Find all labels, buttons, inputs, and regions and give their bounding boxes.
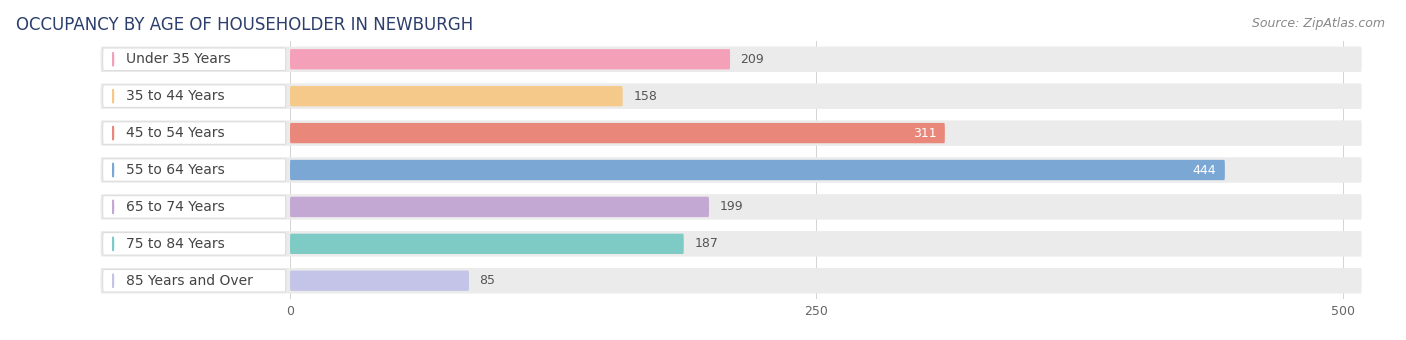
FancyBboxPatch shape: [103, 122, 285, 144]
FancyBboxPatch shape: [290, 271, 470, 291]
FancyBboxPatch shape: [290, 197, 709, 217]
Text: 444: 444: [1192, 164, 1216, 176]
FancyBboxPatch shape: [290, 160, 1225, 180]
Text: 158: 158: [633, 90, 657, 103]
Text: Source: ZipAtlas.com: Source: ZipAtlas.com: [1251, 17, 1385, 30]
FancyBboxPatch shape: [103, 159, 285, 181]
Text: Under 35 Years: Under 35 Years: [125, 52, 231, 66]
Text: 209: 209: [741, 53, 765, 66]
FancyBboxPatch shape: [103, 233, 285, 255]
FancyBboxPatch shape: [100, 268, 1362, 293]
Text: 199: 199: [720, 200, 744, 214]
FancyBboxPatch shape: [103, 85, 285, 107]
FancyBboxPatch shape: [290, 234, 683, 254]
Text: 55 to 64 Years: 55 to 64 Years: [125, 163, 225, 177]
FancyBboxPatch shape: [100, 83, 1362, 109]
FancyBboxPatch shape: [103, 270, 285, 292]
FancyBboxPatch shape: [100, 231, 1362, 257]
FancyBboxPatch shape: [100, 194, 1362, 220]
FancyBboxPatch shape: [100, 120, 1362, 146]
Text: 35 to 44 Years: 35 to 44 Years: [125, 89, 225, 103]
FancyBboxPatch shape: [290, 49, 730, 69]
Text: OCCUPANCY BY AGE OF HOUSEHOLDER IN NEWBURGH: OCCUPANCY BY AGE OF HOUSEHOLDER IN NEWBU…: [17, 16, 474, 34]
FancyBboxPatch shape: [100, 47, 1362, 72]
FancyBboxPatch shape: [103, 195, 285, 218]
Text: 45 to 54 Years: 45 to 54 Years: [125, 126, 225, 140]
Text: 65 to 74 Years: 65 to 74 Years: [125, 200, 225, 214]
Text: 75 to 84 Years: 75 to 84 Years: [125, 237, 225, 251]
Text: 85: 85: [479, 274, 495, 287]
FancyBboxPatch shape: [290, 123, 945, 143]
Text: 85 Years and Over: 85 Years and Over: [125, 274, 253, 288]
FancyBboxPatch shape: [103, 48, 285, 70]
Text: 187: 187: [695, 237, 718, 250]
FancyBboxPatch shape: [290, 86, 623, 106]
Text: 311: 311: [912, 126, 936, 140]
FancyBboxPatch shape: [100, 157, 1362, 183]
